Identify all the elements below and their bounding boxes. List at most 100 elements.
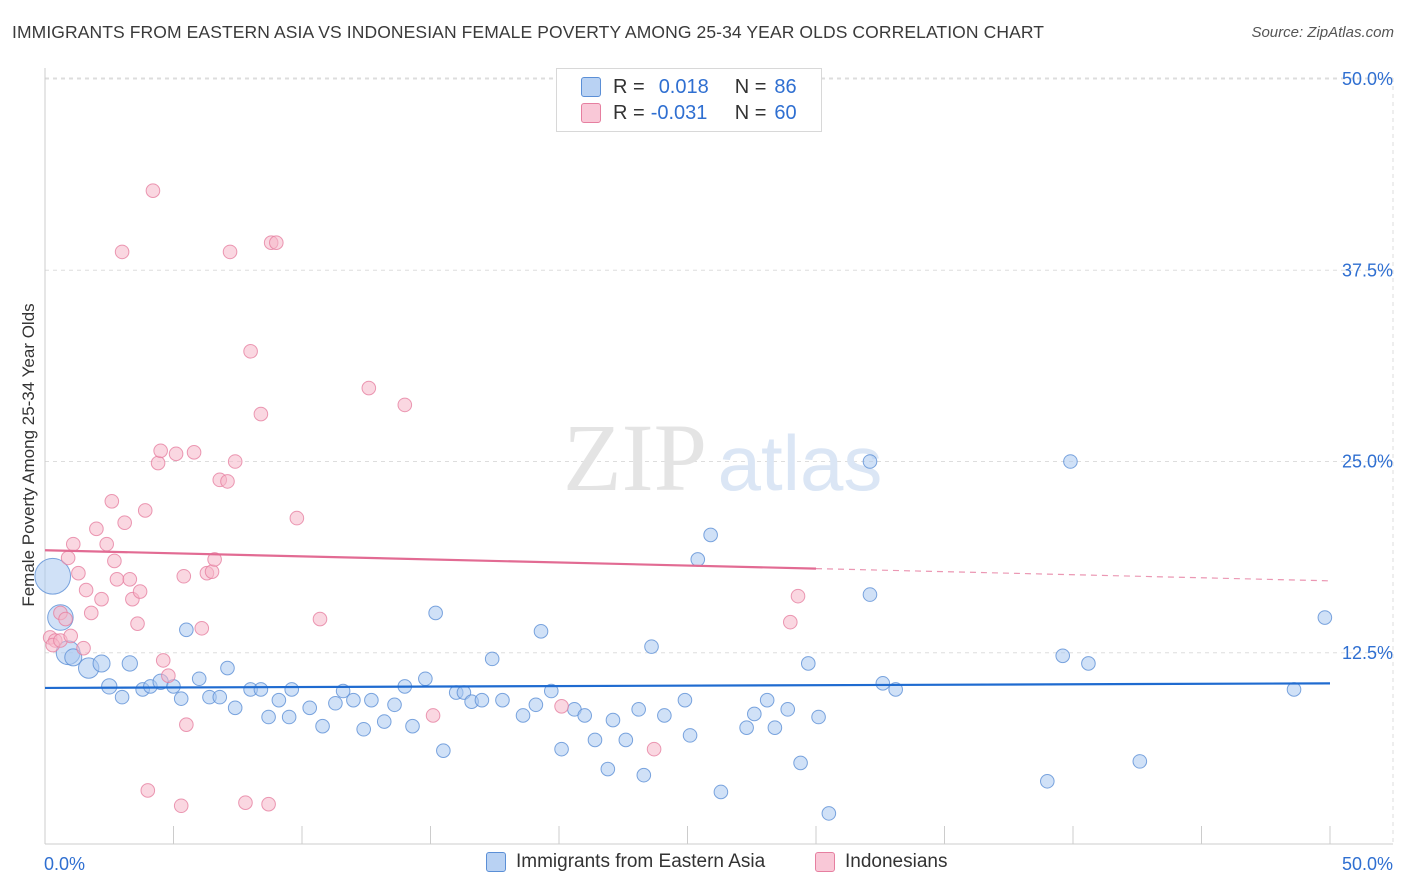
point-indonesians (186, 445, 202, 460)
point-eastern-asia (713, 784, 729, 800)
point-eastern-asia (281, 709, 297, 725)
point-indonesians (104, 493, 120, 509)
point-eastern-asia (1317, 610, 1333, 625)
point-indonesians (117, 515, 132, 531)
point-eastern-asia (227, 700, 243, 716)
point-indonesians (243, 344, 258, 359)
watermark: ZIP atlas (563, 404, 882, 511)
point-eastern-asia (543, 683, 559, 699)
legend-r-label: R = (613, 101, 645, 124)
series-eastern-asia-points (34, 454, 1333, 821)
legend-item-eastern-asia[interactable]: Immigrants from Eastern Asia (486, 851, 765, 873)
y-tick-labels: 12.5% 25.0% 37.5% 50.0% (1342, 69, 1393, 663)
point-eastern-asia (364, 692, 379, 708)
point-indonesians (269, 235, 284, 251)
point-indonesians (173, 798, 189, 814)
point-indonesians (145, 183, 161, 198)
point-eastern-asia (484, 651, 500, 667)
point-indonesians (176, 568, 192, 584)
point-eastern-asia (657, 708, 672, 723)
x-tick-label: 0.0% (44, 854, 85, 874)
legend-swatch-pink (815, 852, 835, 872)
point-eastern-asia (875, 676, 891, 691)
point-indonesians (130, 616, 145, 631)
legend-n-label: N = (734, 101, 767, 124)
point-eastern-asia (328, 695, 343, 711)
series-indonesians-points (42, 183, 806, 814)
point-eastern-asia (821, 806, 837, 821)
point-indonesians (361, 380, 377, 396)
point-eastern-asia (618, 732, 634, 748)
point-eastern-asia (577, 708, 593, 723)
point-indonesians (65, 536, 81, 552)
point-indonesians (312, 611, 328, 627)
point-eastern-asia (474, 692, 490, 708)
stats-legend: R = 0.018 N = 86 R = -0.031 N = 60 (556, 68, 822, 132)
point-eastern-asia (101, 678, 118, 695)
point-indonesians (153, 443, 168, 459)
point-eastern-asia (587, 732, 603, 748)
point-indonesians (107, 553, 122, 569)
y-tick-label: 37.5% (1342, 260, 1393, 280)
trend-lines (44, 549, 1331, 690)
point-indonesians (71, 565, 86, 581)
point-eastern-asia (636, 767, 652, 783)
point-eastern-asia (284, 682, 300, 697)
y-tick-label: 50.0% (1342, 69, 1393, 89)
point-eastern-asia (1055, 648, 1071, 664)
watermark-zip: ZIP (563, 404, 707, 511)
point-indonesians (78, 582, 94, 598)
watermark-atlas: atlas (718, 419, 883, 507)
point-indonesians (554, 699, 569, 714)
point-indonesians (222, 244, 238, 260)
point-eastern-asia (780, 702, 796, 717)
point-eastern-asia (92, 654, 111, 673)
legend-n-value: 86 (774, 75, 797, 98)
point-eastern-asia (121, 655, 138, 672)
point-eastern-asia (346, 692, 361, 708)
legend-swatch-blue (581, 77, 601, 97)
point-eastern-asia (376, 714, 392, 729)
trend-line-eastern-asia (44, 682, 1331, 690)
point-eastern-asia (405, 718, 420, 734)
point-eastern-asia (528, 697, 544, 713)
legend-label-indonesians: Indonesians (845, 851, 948, 872)
point-indonesians (122, 572, 138, 587)
point-indonesians (207, 552, 222, 567)
point-eastern-asia (495, 692, 510, 708)
point-indonesians (63, 628, 78, 644)
point-eastern-asia (644, 639, 659, 654)
point-eastern-asia (34, 557, 72, 595)
point-indonesians (227, 454, 243, 469)
point-indonesians (425, 708, 441, 723)
point-indonesians (114, 244, 130, 260)
legend-row-indonesians: R = -0.031 N = 60 (581, 101, 797, 125)
point-eastern-asia (690, 552, 706, 567)
point-eastern-asia (533, 624, 549, 639)
point-eastern-asia (436, 743, 451, 758)
point-indonesians (132, 584, 148, 599)
point-indonesians (109, 572, 125, 587)
point-eastern-asia (315, 718, 330, 734)
point-eastern-asia (600, 761, 616, 777)
point-indonesians (140, 783, 156, 798)
point-eastern-asia (703, 527, 718, 543)
point-indonesians (238, 795, 253, 810)
point-eastern-asia (387, 697, 402, 713)
axes (44, 68, 1393, 845)
legend-r-value: -0.031 (650, 101, 708, 124)
legend-swatch-pink (581, 103, 601, 123)
point-eastern-asia (220, 660, 235, 676)
point-eastern-asia (739, 720, 754, 736)
y-tick-label: 12.5% (1342, 643, 1393, 663)
legend-r-value: 0.018 (658, 75, 709, 98)
point-eastern-asia (428, 605, 443, 621)
point-eastern-asia (1132, 754, 1148, 769)
point-indonesians (790, 588, 806, 604)
point-eastern-asia (261, 709, 276, 725)
legend-item-indonesians[interactable]: Indonesians (815, 851, 947, 873)
legend-label-eastern-asia: Immigrants from Eastern Asia (516, 851, 766, 872)
legend-n-label: N = (734, 75, 767, 98)
point-eastern-asia (767, 720, 783, 736)
